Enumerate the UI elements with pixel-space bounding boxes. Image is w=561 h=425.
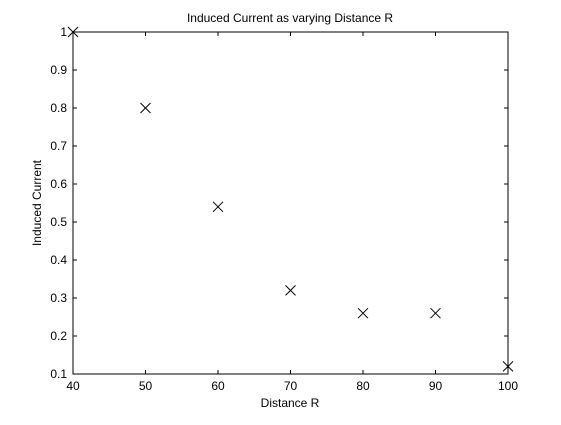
plot-area bbox=[72, 31, 509, 375]
x-tick-label: 50 bbox=[139, 379, 153, 393]
y-tick-label: 0.4 bbox=[50, 253, 67, 267]
data-point-marker bbox=[430, 307, 441, 319]
y-tick-label: 0.8 bbox=[50, 101, 67, 115]
marker-stroke bbox=[67, 26, 79, 38]
x-tick-label: 90 bbox=[429, 379, 443, 393]
y-tick-label: 0.7 bbox=[50, 139, 67, 153]
y-tick-label: 0.1 bbox=[50, 367, 67, 381]
data-points bbox=[67, 26, 514, 372]
chart-title: Induced Current as varying Distance R bbox=[187, 11, 393, 25]
marker-stroke bbox=[285, 285, 296, 296]
data-point-marker bbox=[67, 26, 79, 38]
x-tick-label: 60 bbox=[211, 379, 225, 393]
y-tick-label: 0.2 bbox=[50, 329, 67, 343]
y-axis-label: Induced Current bbox=[30, 159, 44, 246]
y-tick-label: 0.6 bbox=[50, 177, 67, 191]
data-point-marker bbox=[502, 361, 514, 372]
x-tick-label: 80 bbox=[356, 379, 370, 393]
data-point-marker bbox=[212, 201, 224, 213]
y-tick-label: 0.3 bbox=[50, 291, 67, 305]
y-tick-label: 0.5 bbox=[50, 215, 67, 229]
marker-stroke bbox=[212, 201, 224, 213]
marker-stroke bbox=[502, 361, 514, 372]
marker-stroke bbox=[140, 102, 151, 114]
marker-stroke bbox=[357, 307, 369, 319]
x-tick-label: 100 bbox=[498, 379, 518, 393]
x-tick-label: 40 bbox=[66, 379, 80, 393]
data-point-marker bbox=[357, 307, 369, 319]
axis-ticks: 40 50 60 70 80 90 100 0.1 0.2 0.3 0.4 0.5 0.6 0.7 0.8 0… bbox=[50, 25, 518, 393]
x-axis-label: Distance R bbox=[261, 396, 320, 410]
x-tick-label: 70 bbox=[284, 379, 298, 393]
y-tick-label: 1 bbox=[60, 25, 67, 39]
data-point-marker bbox=[140, 102, 151, 114]
marker-stroke bbox=[430, 307, 441, 319]
y-tick-label: 0.9 bbox=[50, 63, 67, 77]
data-point-marker bbox=[285, 285, 296, 296]
